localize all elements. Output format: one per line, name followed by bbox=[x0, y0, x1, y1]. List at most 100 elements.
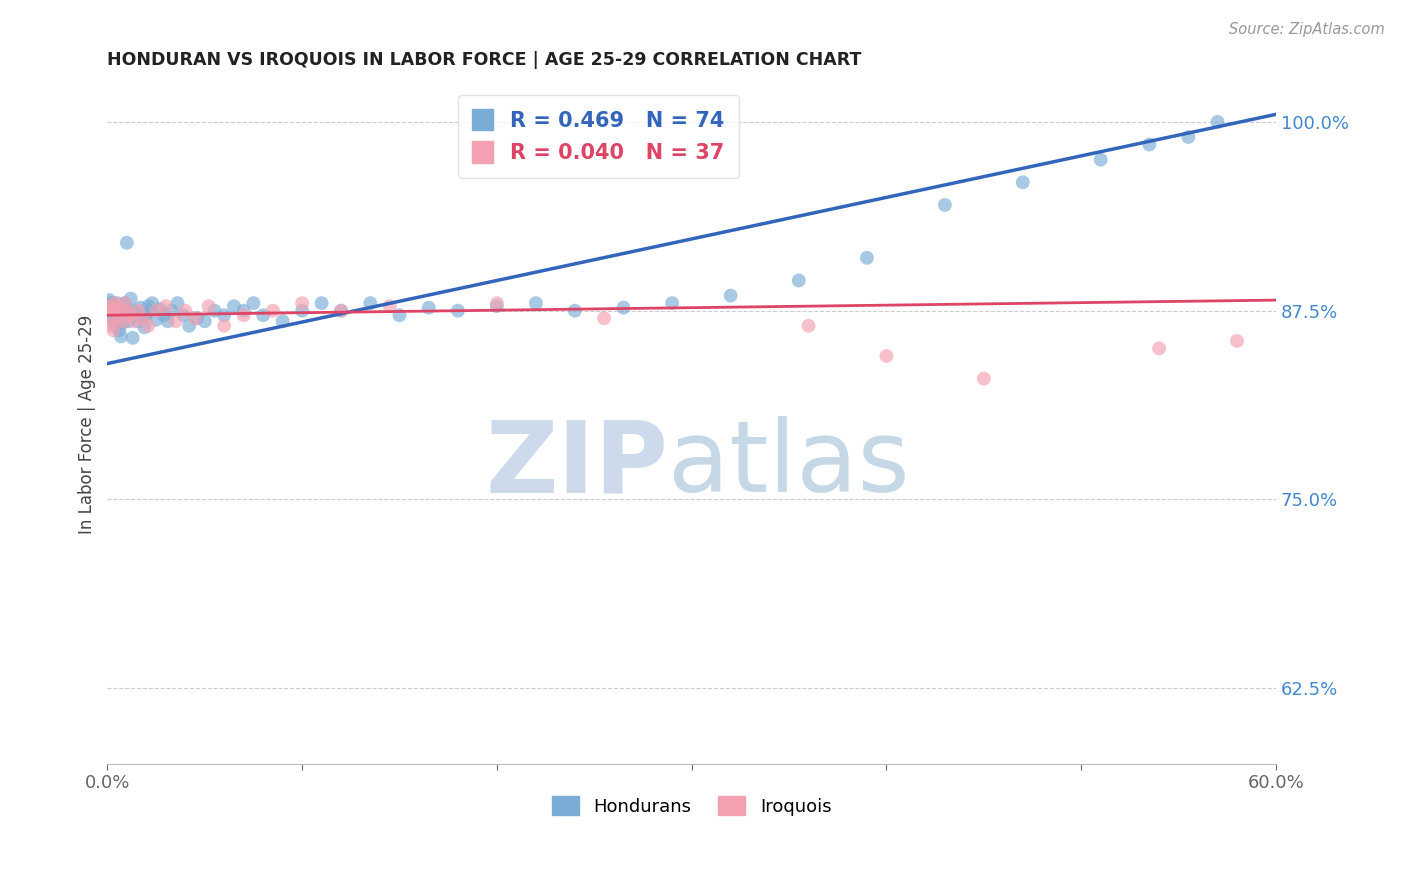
Point bbox=[103, 312, 125, 326]
Point bbox=[98, 311, 121, 326]
Point bbox=[787, 273, 810, 287]
Point bbox=[1147, 342, 1170, 356]
Point bbox=[100, 302, 122, 317]
Point bbox=[98, 303, 121, 318]
Point bbox=[194, 314, 217, 328]
Point bbox=[661, 296, 683, 310]
Point bbox=[1226, 334, 1249, 348]
Point bbox=[110, 303, 132, 318]
Point bbox=[418, 301, 440, 315]
Point bbox=[118, 314, 141, 328]
Point bbox=[115, 235, 138, 250]
Point bbox=[120, 308, 142, 322]
Point bbox=[197, 299, 219, 313]
Point bbox=[174, 303, 197, 318]
Point bbox=[104, 310, 127, 324]
Text: HONDURAN VS IROQUOIS IN LABOR FORCE | AGE 25-29 CORRELATION CHART: HONDURAN VS IROQUOIS IN LABOR FORCE | AG… bbox=[107, 51, 862, 69]
Point bbox=[378, 299, 401, 313]
Point bbox=[128, 303, 150, 318]
Point bbox=[1206, 115, 1229, 129]
Point bbox=[115, 303, 138, 318]
Point bbox=[291, 296, 314, 310]
Point bbox=[485, 296, 508, 310]
Point bbox=[242, 296, 264, 310]
Point bbox=[593, 311, 616, 326]
Point bbox=[121, 331, 143, 345]
Point bbox=[125, 308, 148, 322]
Point bbox=[108, 301, 131, 315]
Point bbox=[166, 296, 188, 310]
Point bbox=[114, 296, 136, 310]
Point bbox=[222, 299, 245, 313]
Point bbox=[1011, 175, 1033, 189]
Point bbox=[104, 296, 127, 310]
Point bbox=[103, 323, 125, 337]
Point bbox=[232, 308, 254, 322]
Point bbox=[129, 301, 152, 315]
Point bbox=[212, 318, 235, 333]
Point bbox=[131, 310, 153, 324]
Point bbox=[136, 299, 159, 313]
Point bbox=[165, 314, 187, 328]
Point bbox=[797, 318, 820, 333]
Point bbox=[108, 323, 131, 337]
Point bbox=[111, 314, 134, 328]
Point bbox=[204, 303, 226, 318]
Point bbox=[98, 311, 121, 326]
Point bbox=[141, 296, 163, 310]
Point bbox=[485, 299, 508, 313]
Point bbox=[100, 296, 122, 310]
Point bbox=[1177, 130, 1199, 145]
Point bbox=[105, 299, 128, 313]
Point bbox=[172, 308, 194, 322]
Point bbox=[145, 303, 167, 318]
Point bbox=[856, 251, 879, 265]
Point bbox=[100, 303, 122, 318]
Point bbox=[120, 292, 142, 306]
Point bbox=[115, 303, 138, 318]
Point bbox=[108, 311, 131, 326]
Point bbox=[136, 318, 159, 333]
Point bbox=[359, 296, 381, 310]
Point bbox=[135, 308, 157, 322]
Point bbox=[156, 314, 179, 328]
Point bbox=[98, 293, 121, 307]
Point bbox=[110, 303, 132, 318]
Point bbox=[98, 299, 121, 313]
Point bbox=[934, 198, 956, 212]
Point bbox=[271, 314, 294, 328]
Point bbox=[103, 299, 125, 313]
Point bbox=[564, 303, 586, 318]
Text: Source: ZipAtlas.com: Source: ZipAtlas.com bbox=[1229, 22, 1385, 37]
Point bbox=[330, 303, 353, 318]
Point bbox=[100, 318, 122, 333]
Point bbox=[232, 303, 254, 318]
Point bbox=[184, 311, 207, 326]
Point bbox=[186, 311, 208, 326]
Point bbox=[330, 303, 353, 318]
Text: atlas: atlas bbox=[668, 417, 910, 513]
Point bbox=[100, 308, 122, 322]
Point bbox=[212, 308, 235, 322]
Point bbox=[1137, 137, 1160, 152]
Point bbox=[252, 308, 274, 322]
Point bbox=[149, 302, 172, 317]
Y-axis label: In Labor Force | Age 25-29: In Labor Force | Age 25-29 bbox=[79, 314, 96, 533]
Point bbox=[110, 329, 132, 343]
Point bbox=[720, 288, 742, 302]
Point bbox=[153, 308, 176, 322]
Point bbox=[111, 316, 134, 330]
Point bbox=[134, 320, 156, 334]
Point bbox=[114, 296, 136, 310]
Text: ZIP: ZIP bbox=[485, 417, 668, 513]
Point bbox=[291, 303, 314, 318]
Point bbox=[875, 349, 897, 363]
Point bbox=[179, 318, 201, 333]
Point bbox=[111, 307, 134, 321]
Point bbox=[262, 303, 284, 318]
Point bbox=[131, 311, 153, 326]
Point bbox=[104, 318, 127, 333]
Point bbox=[388, 308, 411, 322]
Point bbox=[311, 296, 333, 310]
Point bbox=[155, 299, 177, 313]
